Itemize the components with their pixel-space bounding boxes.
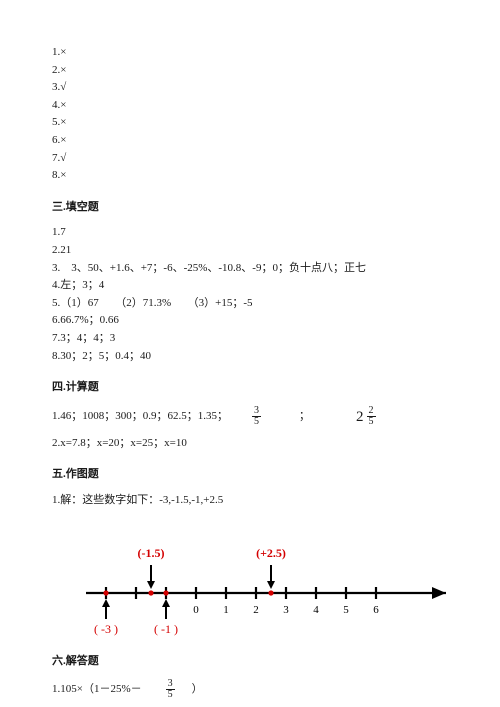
solve-frac-den: 5 bbox=[166, 690, 175, 700]
fill-line: 2.21 bbox=[52, 242, 448, 260]
calc-mixed: 2 2 5 bbox=[356, 405, 378, 429]
heading-solve: 六.解答题 bbox=[52, 653, 448, 671]
fill-line: 6.66.7%；0.66 bbox=[52, 312, 448, 330]
svg-text:1: 1 bbox=[223, 604, 229, 616]
calc-frac-1: 3 5 bbox=[252, 406, 261, 427]
svg-text:(+2.5): (+2.5) bbox=[256, 546, 286, 560]
fill-line: 1.7 bbox=[52, 224, 448, 242]
calc-frac1-den: 5 bbox=[252, 417, 261, 427]
svg-text:5: 5 bbox=[343, 604, 349, 616]
calc-semi: ； bbox=[299, 408, 310, 426]
solve-frac: 3 5 bbox=[166, 679, 175, 700]
svg-text:( -3 ): ( -3 ) bbox=[94, 622, 118, 636]
svg-text:2: 2 bbox=[253, 604, 259, 616]
tf-item: 1.× bbox=[52, 44, 448, 62]
tf-item: 6.× bbox=[52, 132, 448, 150]
fill-line: 7.3；4；4；3 bbox=[52, 330, 448, 348]
fill-line: 3. 3、50、+1.6、+7；-6、-25%、-10.8、-9；0；负十点八；… bbox=[52, 260, 448, 278]
calc-line1-prefix: 1.46；1008；300；0.9；62.5；1.35； bbox=[52, 408, 228, 426]
calc-line-2: 2.x=7.8；x=20；x=25；x=10 bbox=[52, 435, 448, 453]
tf-item: 7.√ bbox=[52, 150, 448, 168]
heading-fill: 三.填空题 bbox=[52, 199, 448, 217]
heading-draw: 五.作图题 bbox=[52, 466, 448, 484]
tf-item: 5.× bbox=[52, 114, 448, 132]
heading-calc: 四.计算题 bbox=[52, 379, 448, 397]
svg-text:( -1 ): ( -1 ) bbox=[154, 622, 178, 636]
svg-text:4: 4 bbox=[313, 604, 319, 616]
svg-text:0: 0 bbox=[193, 604, 199, 616]
svg-text:(-1.5): (-1.5) bbox=[138, 546, 165, 560]
fill-line: 4.左；3；4 bbox=[52, 277, 448, 295]
number-line-figure: 0 1 2 3 4 5 6 (-1.5) (+2.5) ( -3 ) ( -1 ) bbox=[76, 529, 448, 639]
svg-text:6: 6 bbox=[373, 604, 379, 616]
draw-line-1: 1.解：这些数字如下：-3,-1.5,-1,+2.5 bbox=[52, 492, 448, 510]
solve-line1-prefix: 1.105×（1－25%－ bbox=[52, 681, 142, 699]
fill-line: 5.（1）67 （2）71.3% （3）+15；-5 bbox=[52, 295, 448, 313]
solve-line1-suffix: ） bbox=[181, 681, 203, 699]
tf-item: 8.× bbox=[52, 167, 448, 185]
tf-item: 3.√ bbox=[52, 79, 448, 97]
calc-mixed-den: 5 bbox=[367, 417, 376, 427]
calc-mixed-whole: 2 bbox=[356, 405, 364, 429]
fill-line: 8.30；2；5；0.4；40 bbox=[52, 348, 448, 366]
tf-item: 2.× bbox=[52, 62, 448, 80]
solve-line-1: 1.105×（1－25%－ 3 5 ） bbox=[52, 679, 448, 700]
svg-text:3: 3 bbox=[283, 604, 289, 616]
tf-item: 4.× bbox=[52, 97, 448, 115]
calc-line-1: 1.46；1008；300；0.9；62.5；1.35； 3 5 ； 2 2 5 bbox=[52, 405, 448, 429]
